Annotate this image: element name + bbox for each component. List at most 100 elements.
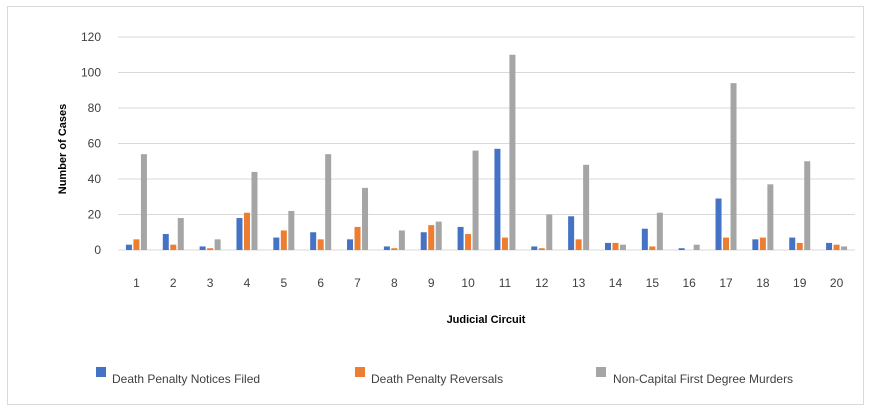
bar-series-1-circuit-14	[604, 242, 611, 250]
bar-series-3-circuit-1	[140, 154, 147, 250]
bar-series-1-circuit-13	[568, 216, 575, 250]
bar-series-2-circuit-8	[391, 248, 398, 250]
x-tick-label: 3	[207, 276, 214, 290]
bar-series-2-circuit-14	[612, 242, 619, 250]
y-tick-label: 40	[88, 172, 102, 186]
bar-series-3-circuit-11	[509, 54, 516, 250]
bar-series-3-circuit-3	[214, 239, 221, 250]
x-tick-label: 14	[609, 276, 623, 290]
bar-series-2-circuit-4	[243, 212, 250, 250]
bar-series-2-circuit-5	[280, 230, 287, 250]
x-tick-label: 6	[317, 276, 324, 290]
bar-series-2-circuit-19	[796, 242, 803, 250]
x-tick-label: 13	[572, 276, 586, 290]
bar-series-2-circuit-2	[170, 244, 177, 250]
bar-series-1-circuit-12	[531, 246, 538, 250]
x-tick-label: 15	[646, 276, 660, 290]
bar-series-2-circuit-10	[465, 234, 472, 250]
bar-series-1-circuit-5	[273, 237, 280, 250]
bar-series-1-circuit-7	[347, 239, 354, 250]
legend-label-murders: Non-Capital First Degree Murders	[613, 372, 793, 386]
x-tick-label: 7	[354, 276, 361, 290]
bar-series-1-circuit-16	[678, 248, 685, 250]
legend-label-notices: Death Penalty Notices Filed	[112, 372, 260, 386]
bar-series-3-circuit-19	[804, 161, 811, 250]
y-tick-label: 20	[88, 208, 102, 222]
bar-series-2-circuit-6	[317, 239, 324, 250]
x-tick-label: 16	[682, 276, 696, 290]
bar-series-1-circuit-19	[789, 237, 796, 250]
bar-series-3-circuit-12	[546, 214, 553, 250]
bar-series-1-circuit-4	[236, 218, 243, 250]
bar-series-1-circuit-9	[420, 232, 427, 250]
bar-series-1-circuit-18	[752, 239, 759, 250]
bar-series-1-circuit-10	[457, 226, 464, 250]
bar-series-2-circuit-18	[759, 237, 766, 250]
bar-series-1-circuit-6	[310, 232, 317, 250]
bar-series-3-circuit-20	[841, 246, 848, 250]
x-tick-label: 19	[793, 276, 807, 290]
bar-series-3-circuit-18	[767, 184, 774, 250]
x-axis-title: Judicial Circuit	[447, 314, 526, 326]
bar-series-1-circuit-15	[641, 228, 648, 250]
y-axis-title: Number of Cases	[57, 104, 69, 194]
bar-series-1-circuit-11	[494, 148, 501, 250]
x-tick-label: 9	[428, 276, 435, 290]
x-tick-label: 18	[756, 276, 770, 290]
bar-series-1-circuit-2	[162, 234, 169, 250]
bar-series-3-circuit-7	[362, 187, 369, 250]
y-tick-label: 80	[88, 101, 102, 115]
y-tick-label: 0	[94, 243, 101, 257]
bar-series-2-circuit-15	[649, 246, 656, 250]
legend-swatch-murders	[596, 367, 606, 377]
bar-series-3-circuit-16	[693, 244, 700, 250]
bar-series-1-circuit-8	[383, 246, 390, 250]
y-tick-labels: 0 20 40 60 80 100 120	[81, 30, 101, 257]
bar-series-2-circuit-11	[501, 237, 508, 250]
bar-series-1-circuit-1	[125, 244, 132, 250]
y-tick-label: 60	[88, 137, 102, 151]
x-tick-label: 1	[133, 276, 140, 290]
bar-series-3-circuit-9	[435, 221, 442, 250]
x-tick-label: 5	[280, 276, 287, 290]
bar-series-2-circuit-20	[833, 244, 840, 250]
x-tick-label: 10	[461, 276, 475, 290]
bar-series-3-circuit-10	[472, 150, 479, 250]
x-tick-label: 20	[830, 276, 844, 290]
bar-series-3-circuit-15	[656, 212, 663, 250]
bar-series-1-circuit-3	[199, 246, 206, 250]
x-tick-label: 11	[499, 276, 512, 290]
x-tick-labels: 1 2 3 4 5 6 7 8 9 10 11 12 13 14 15 16 17 18 19 20	[133, 276, 843, 290]
bar-series-3-circuit-2	[177, 218, 184, 250]
bar-series-3-circuit-8	[398, 230, 405, 250]
bar-series-3-circuit-5	[288, 210, 295, 250]
x-tick-label: 2	[170, 276, 177, 290]
bar-series-2-circuit-9	[428, 225, 435, 250]
bar-series-3-circuit-17	[730, 83, 737, 251]
legend-swatch-reversals	[355, 367, 365, 377]
x-tick-label: 12	[535, 276, 549, 290]
legend: Death Penalty Notices Filed Death Penalt…	[96, 367, 793, 386]
x-tick-label: 4	[244, 276, 251, 290]
x-tick-label: 8	[391, 276, 398, 290]
bar-series-3-circuit-14	[619, 244, 626, 250]
bar-series-3-circuit-4	[251, 171, 258, 250]
bar-series-2-circuit-7	[354, 226, 361, 250]
bar-series-2-circuit-13	[575, 239, 582, 250]
bar-series-1-circuit-20	[826, 242, 833, 250]
legend-swatch-notices	[96, 367, 106, 377]
bar-series-2-circuit-1	[133, 239, 140, 250]
y-tick-label: 120	[81, 30, 101, 44]
bars	[125, 54, 848, 251]
bar-series-2-circuit-12	[538, 248, 545, 250]
bar-series-2-circuit-3	[207, 248, 214, 250]
y-tick-label: 100	[81, 66, 101, 80]
bar-series-2-circuit-17	[723, 237, 730, 250]
legend-label-reversals: Death Penalty Reversals	[371, 372, 503, 386]
bar-series-1-circuit-17	[715, 198, 722, 250]
x-tick-label: 17	[719, 276, 733, 290]
bar-series-3-circuit-13	[583, 164, 590, 250]
gridlines	[118, 36, 855, 251]
bar-series-3-circuit-6	[325, 154, 332, 250]
